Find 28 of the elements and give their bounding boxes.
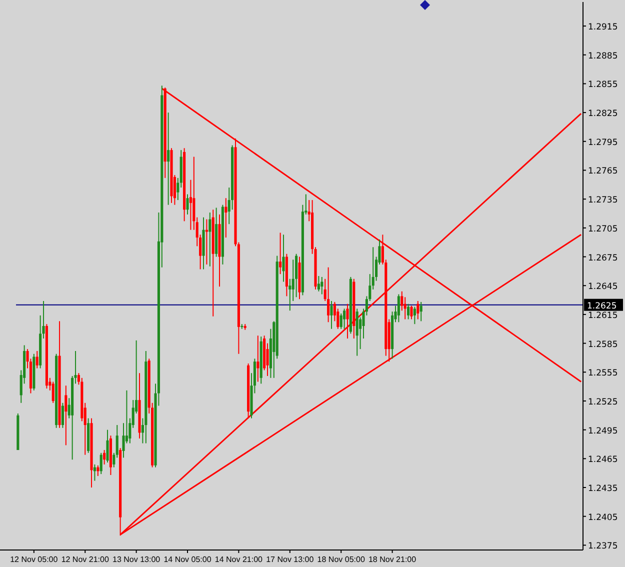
x-tick-label: 17 Nov 13:00 [266,555,314,564]
y-tick-label: 1.2675 [588,253,618,264]
y-tick-label: 1.2765 [588,166,618,177]
y-tick-label: 1.2375 [588,542,618,552]
y-tick-label: 1.2885 [588,51,618,62]
y-tick-label: 1.2525 [588,397,618,408]
x-tick-label: 14 Nov 21:00 [214,555,264,564]
y-tick-label: 1.2495 [588,426,618,436]
x-tick-label: 13 Nov 13:00 [112,555,161,564]
ref-line-label: 1.2625 [587,301,617,312]
y-tick-label: 1.2585 [588,340,618,350]
y-tick-label: 1.2825 [588,109,618,120]
x-tick-label: 18 Nov 21:00 [368,555,417,564]
x-tick-label: 12 Nov 05:00 [10,555,58,564]
y-tick-label: 1.2615 [588,310,618,321]
y-tick-label: 1.2795 [588,138,618,148]
x-tick-label: 14 Nov 05:00 [164,555,212,564]
x-tick-label: 18 Nov 05:00 [317,555,366,564]
y-tick-label: 1.2705 [588,224,618,234]
y-tick-label: 1.2465 [588,455,618,466]
y-tick-label: 1.2435 [588,484,618,494]
y-tick-label: 1.2915 [588,22,618,33]
y-tick-label: 1.2405 [588,512,618,523]
y-tick-label: 1.2555 [588,368,618,379]
y-tick-label: 1.2855 [588,80,618,90]
y-tick-label: 1.2645 [588,282,618,292]
x-tick-label: 12 Nov 21:00 [61,555,110,564]
y-tick-label: 1.2735 [588,196,618,206]
